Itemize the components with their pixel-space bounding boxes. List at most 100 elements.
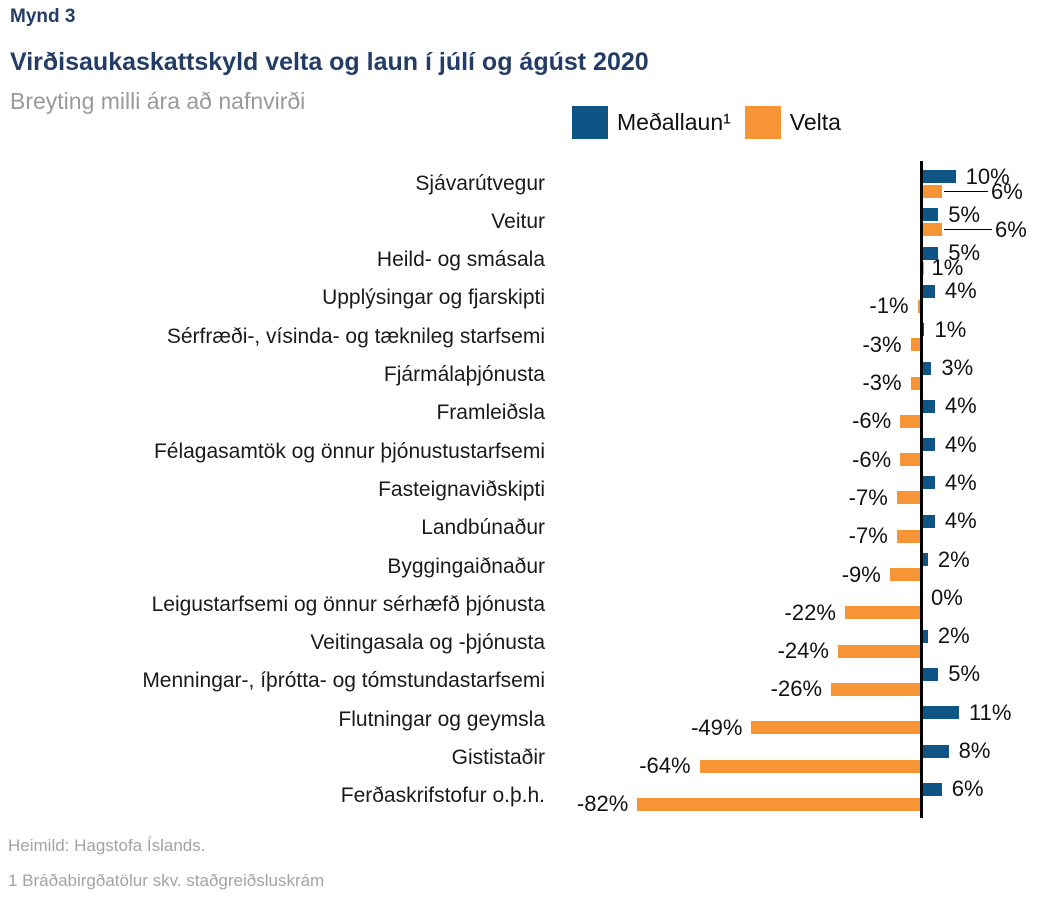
value-label-medallaun: 5%	[948, 240, 981, 266]
value-label-medallaun: 5%	[948, 201, 981, 227]
value-label-medallaun: 6%	[951, 776, 984, 802]
value-label-velta: -22%	[784, 599, 836, 625]
figure-number: Mynd 3	[10, 6, 76, 27]
value-label-velta: -82%	[576, 791, 629, 817]
bar-medallaun	[921, 667, 939, 681]
bar-velta	[900, 414, 921, 428]
bar-velta	[896, 529, 921, 543]
y-axis-line	[920, 161, 923, 818]
bar-velta	[896, 491, 921, 505]
value-label-velta: -6%	[852, 446, 892, 472]
callout-leader-line	[943, 190, 988, 192]
bar-velta	[921, 223, 942, 237]
category-label: Ferðaskrifstofur o.þ.h.	[340, 784, 545, 808]
value-label-velta: -3%	[862, 331, 902, 357]
bar-medallaun	[921, 208, 939, 222]
value-label-medallaun: 4%	[944, 508, 977, 534]
source-note: Heimild: Hagstofa Íslands.	[8, 836, 206, 855]
bar-medallaun	[921, 476, 935, 490]
value-label-velta: -64%	[639, 753, 691, 778]
category-label: Félagasamtök og önnur þjónustustarfsemi	[153, 439, 545, 463]
value-label-velta: -6%	[852, 408, 892, 434]
bar-medallaun	[921, 170, 956, 183]
category-label: Heild- og smásala	[376, 248, 545, 272]
bar-medallaun	[921, 323, 925, 337]
bar-velta	[699, 759, 921, 773]
legend-item-medallaun: Meðallaun¹	[572, 106, 731, 139]
value-label-medallaun: 5%	[948, 661, 981, 687]
value-label-velta: -49%	[691, 714, 743, 740]
value-label-medallaun: 4%	[944, 431, 977, 457]
value-label-velta: 6%	[995, 216, 1027, 242]
bar-medallaun	[921, 284, 935, 298]
category-label: Menningar-, íþrótta- og tómstundastarfse…	[142, 669, 545, 693]
bar-medallaun	[921, 706, 960, 720]
value-label-velta: -7%	[848, 523, 888, 549]
category-label: Fjármálaþjónusta	[383, 363, 545, 386]
bar-velta	[910, 338, 921, 352]
bar-medallaun	[921, 629, 928, 643]
value-label-velta: -1%	[869, 293, 909, 319]
bar-medallaun	[921, 782, 942, 796]
category-label: Veitingasala og -þjónusta	[310, 631, 545, 655]
bar-velta	[900, 453, 921, 467]
bar-medallaun	[921, 399, 935, 413]
bar-velta	[844, 606, 921, 620]
bar-velta	[751, 721, 921, 735]
value-label-velta: -9%	[841, 561, 881, 587]
bar-velta	[637, 797, 921, 811]
value-label-medallaun: 1%	[934, 316, 967, 342]
value-label-medallaun: 10%	[965, 163, 1010, 189]
value-label-medallaun: 3%	[941, 355, 974, 380]
value-label-medallaun: 11%	[969, 699, 1012, 725]
bar-velta	[921, 185, 942, 198]
bar-medallaun	[921, 514, 935, 528]
legend-label-velta: Velta	[789, 109, 841, 135]
bar-medallaun	[921, 438, 935, 452]
legend-label-medallaun: Meðallaun¹	[617, 109, 731, 135]
chart-title: Virðisaukaskattskyld velta og laun í júl…	[10, 48, 649, 76]
value-label-medallaun: 4%	[944, 278, 977, 304]
value-label-medallaun: 2%	[937, 623, 970, 649]
category-label: Framleiðsla	[436, 401, 545, 425]
value-label-medallaun: 4%	[944, 469, 977, 495]
value-label-velta: -24%	[777, 638, 829, 664]
legend: Meðallaun¹ Velta	[572, 106, 841, 139]
value-label-velta: 6%	[991, 178, 1023, 204]
value-label-velta: 1%	[931, 255, 964, 281]
chart-subtitle: Breyting milli ára að nafnvirði	[10, 88, 306, 114]
bar-medallaun	[921, 553, 928, 566]
category-label: Fasteignaviðskipti	[378, 477, 545, 501]
legend-item-velta: Velta	[744, 106, 841, 139]
value-label-velta: -26%	[770, 676, 823, 702]
category-label: Gististaðir	[451, 746, 545, 769]
bar-velta	[921, 261, 925, 275]
category-label: Veitur	[491, 209, 545, 233]
category-label: Landbúnaður	[421, 516, 545, 540]
value-label-medallaun: 4%	[944, 393, 977, 419]
legend-swatch-medallaun-icon	[572, 106, 608, 139]
value-label-medallaun: 8%	[958, 738, 991, 763]
bar-velta	[889, 568, 921, 581]
category-label: Leigustarfsemi og önnur sérhæfð þjónusta	[151, 592, 545, 616]
category-label: Flutningar og geymsla	[338, 707, 545, 731]
category-label: Byggingaiðnaður	[387, 554, 545, 578]
bar-velta	[837, 644, 921, 658]
bar-medallaun	[921, 744, 949, 758]
bar-medallaun	[921, 361, 932, 375]
category-label: Sérfræði-, vísinda- og tæknileg starfsem…	[166, 324, 545, 348]
bar-chart: Sjávarútvegur 10% 6% Veitur 5% 6% Heild- og sm…	[142, 161, 1027, 818]
value-label-medallaun: 2%	[937, 546, 970, 572]
value-label-velta: -3%	[862, 370, 902, 395]
value-label-velta: -7%	[848, 484, 888, 510]
value-label-medallaun: 0%	[931, 584, 963, 610]
bar-velta	[831, 682, 921, 696]
bar-velta	[917, 299, 921, 313]
category-label: Sjávarútvegur	[415, 171, 545, 195]
callout-leader-line	[943, 228, 992, 231]
bar-medallaun	[921, 246, 939, 260]
legend-swatch-velta-icon	[744, 106, 781, 139]
footnote: 1 Bráðabirgðatölur skv. staðgreiðsluskrá…	[8, 871, 325, 890]
category-label: Upplýsingar og fjarskipti	[322, 286, 545, 310]
